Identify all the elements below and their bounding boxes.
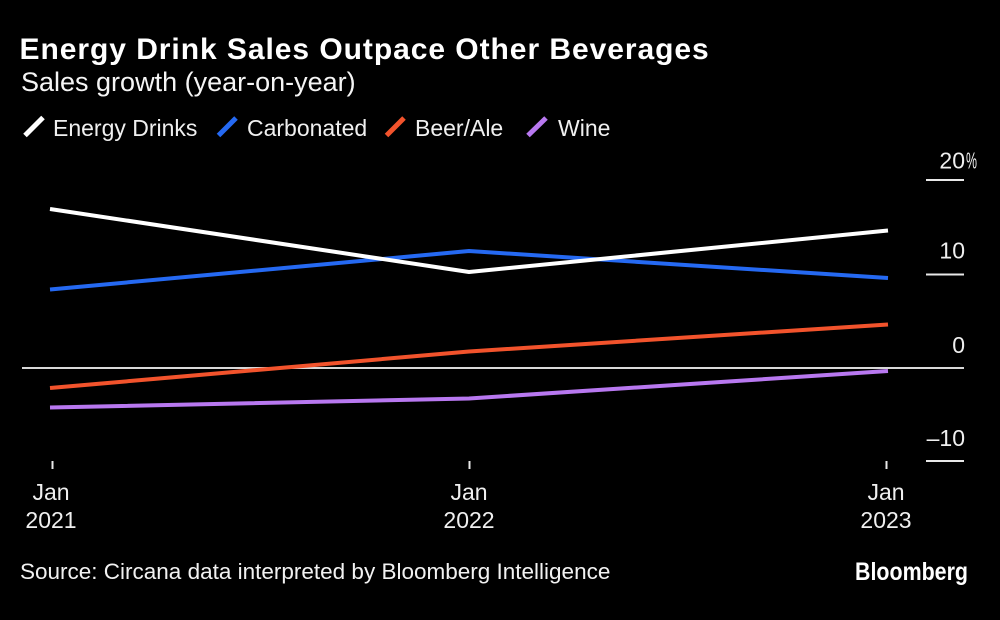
svg-text:Jan: Jan — [32, 479, 69, 505]
svg-text:%: % — [966, 148, 977, 174]
svg-text:Jan: Jan — [867, 479, 904, 505]
svg-text:2021: 2021 — [25, 507, 76, 533]
svg-text:2023: 2023 — [860, 507, 911, 533]
svg-text:Beer/Ale: Beer/Ale — [415, 115, 503, 141]
svg-text:Bloomberg: Bloomberg — [855, 558, 968, 586]
svg-text:Wine: Wine — [558, 115, 610, 141]
svg-text:Sales growth (year-on-year): Sales growth (year-on-year) — [21, 67, 356, 97]
svg-text:0: 0 — [952, 332, 965, 358]
svg-text:Source: Circana data interpret: Source: Circana data interpreted by Bloo… — [20, 559, 610, 584]
svg-text:Energy Drink Sales Outpace Oth: Energy Drink Sales Outpace Other Beverag… — [20, 33, 710, 66]
svg-text:10: 10 — [939, 238, 965, 264]
svg-text:Jan: Jan — [450, 479, 487, 505]
svg-text:2022: 2022 — [443, 507, 494, 533]
svg-text:–10: –10 — [927, 425, 965, 451]
svg-text:Energy Drinks: Energy Drinks — [53, 115, 197, 141]
svg-text:Carbonated: Carbonated — [247, 115, 367, 141]
svg-text:20: 20 — [939, 148, 965, 174]
